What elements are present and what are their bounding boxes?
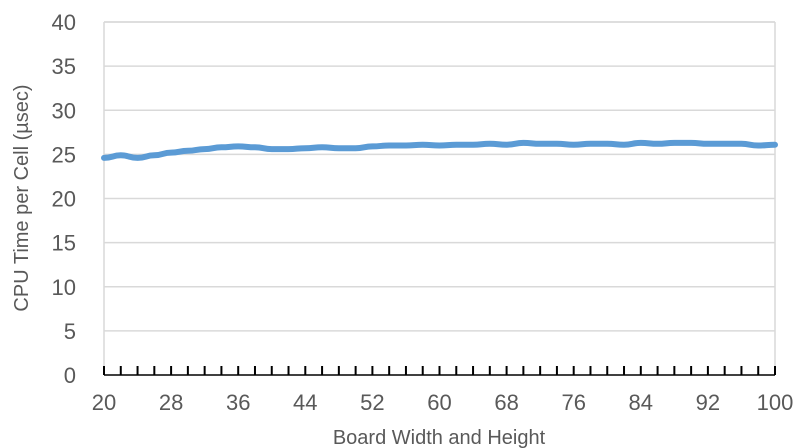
y-tick-label: 25 — [52, 142, 76, 167]
x-tick-label: 68 — [494, 390, 518, 415]
x-tick-label: 20 — [92, 390, 116, 415]
x-tick-label: 52 — [360, 390, 384, 415]
x-tick-labels: 20 28 36 44 52 60 68 76 84 92 100 — [92, 390, 794, 415]
y-tick-labels: 0 5 10 15 20 25 30 35 40 — [52, 10, 76, 388]
y-tick-label: 35 — [52, 54, 76, 79]
y-tick-label: 0 — [64, 363, 76, 388]
axes — [103, 366, 776, 376]
y-tick-label: 20 — [52, 187, 76, 212]
gridlines — [103, 21, 776, 375]
x-axis-title: Board Width and Height — [333, 427, 546, 448]
x-tick-label: 100 — [757, 390, 794, 415]
x-tick-label: 92 — [696, 390, 720, 415]
x-tick-label: 60 — [427, 390, 451, 415]
series-line-0 — [101, 139, 778, 161]
x-tick-label: 44 — [293, 390, 317, 415]
series-layer — [101, 139, 778, 161]
x-tick-label: 76 — [561, 390, 585, 415]
y-tick-label: 30 — [52, 98, 76, 123]
x-tick-label: 84 — [629, 390, 653, 415]
x-tick-label: 28 — [159, 390, 183, 415]
y-tick-label: 10 — [52, 275, 76, 300]
x-tick-label: 36 — [226, 390, 250, 415]
y-tick-label: 40 — [52, 10, 76, 35]
y-tick-label: 15 — [52, 231, 76, 256]
y-tick-label: 5 — [64, 319, 76, 344]
y-axis-title: CPU Time per Cell (µsec) — [11, 84, 33, 311]
